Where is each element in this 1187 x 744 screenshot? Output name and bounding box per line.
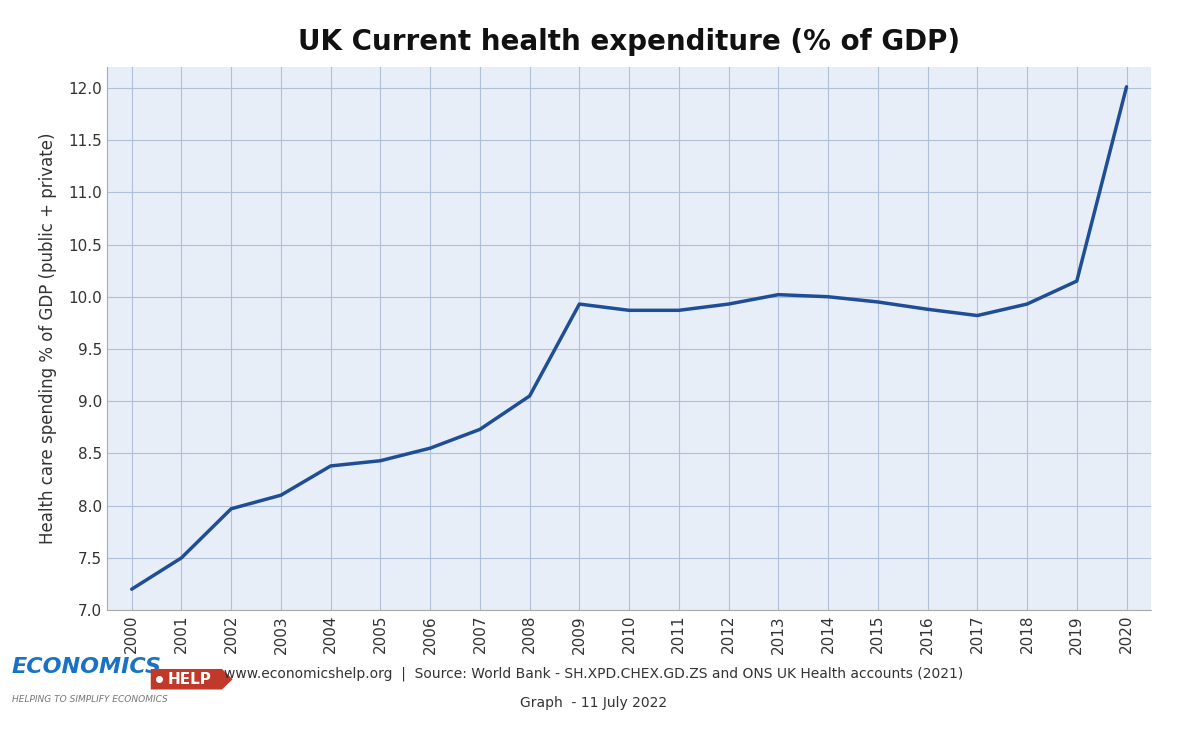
Text: www.economicshelp.org  |  Source: World Bank - SH.XPD.CHEX.GD.ZS and ONS UK Heal: www.economicshelp.org | Source: World Ba… xyxy=(224,666,963,681)
Polygon shape xyxy=(151,669,233,690)
Text: HELPING TO SIMPLIFY ECONOMICS: HELPING TO SIMPLIFY ECONOMICS xyxy=(12,696,167,705)
Text: ECONOMICS: ECONOMICS xyxy=(12,657,161,677)
Title: UK Current health expenditure (% of GDP): UK Current health expenditure (% of GDP) xyxy=(298,28,960,57)
Text: Graph  - 11 July 2022: Graph - 11 July 2022 xyxy=(520,696,667,710)
Y-axis label: Health care spending % of GDP (public + private): Health care spending % of GDP (public + … xyxy=(39,132,57,545)
Text: HELP: HELP xyxy=(167,672,211,687)
